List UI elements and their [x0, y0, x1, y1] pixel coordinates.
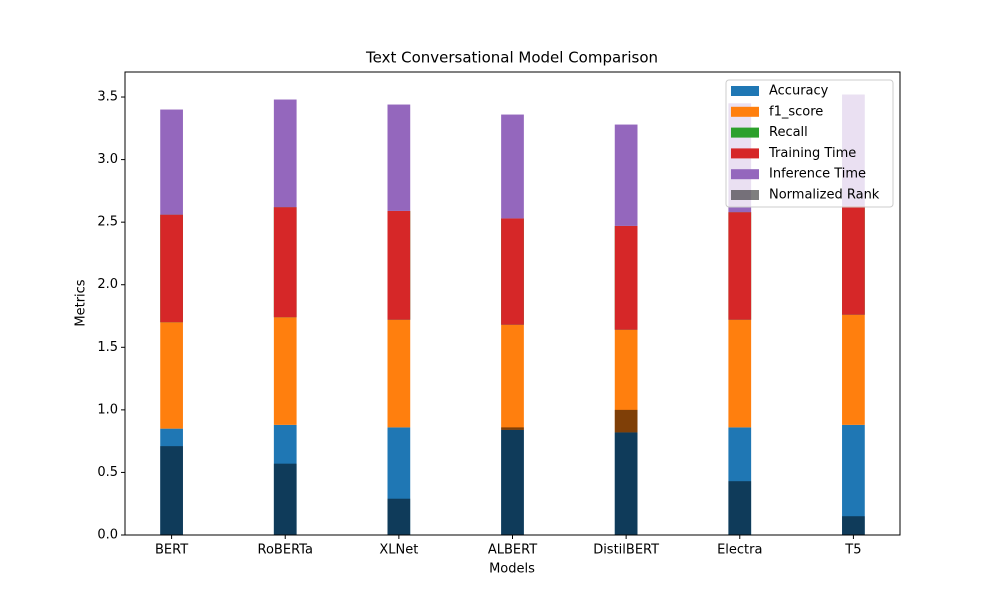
y-tick-label: 1.0 — [97, 402, 118, 417]
legend-swatch — [731, 148, 759, 159]
bar — [728, 319, 752, 428]
bar — [501, 114, 524, 219]
bar — [273, 207, 297, 318]
x-axis-label: Models — [489, 562, 535, 577]
x-tick-label: BERT — [155, 543, 188, 558]
legend-swatch — [731, 169, 759, 180]
y-tick-label: 2.5 — [97, 215, 118, 230]
bar — [842, 314, 865, 425]
y-tick-label: 3.0 — [97, 152, 118, 167]
bar — [501, 324, 524, 430]
bar — [273, 99, 297, 208]
x-tick-label: XLNet — [379, 543, 418, 558]
x-tick-label: DistilBERT — [593, 543, 659, 558]
bar — [387, 210, 411, 320]
legend-label: f1_score — [769, 104, 823, 119]
bar — [842, 205, 865, 315]
y-tick-label: 3.5 — [97, 90, 118, 105]
bar — [842, 516, 865, 535]
bar — [501, 218, 524, 325]
x-tick-label: T5 — [844, 543, 861, 558]
y-tick-label: 0.0 — [97, 528, 118, 543]
legend-swatch — [731, 86, 759, 96]
legend-swatch — [731, 190, 759, 200]
legend-label: Training Time — [768, 146, 856, 161]
bar — [273, 463, 297, 535]
x-tick-label: Electra — [717, 543, 762, 558]
y-axis-label: Metrics — [74, 279, 89, 326]
bar — [614, 329, 638, 433]
chart-title: Text Conversational Model Comparison — [365, 49, 658, 67]
legend-swatch — [731, 127, 759, 138]
legend-label: Accuracy — [769, 84, 829, 99]
y-tick-label: 2.0 — [97, 277, 118, 292]
legend-swatch — [731, 106, 759, 117]
bar — [614, 409, 638, 535]
bar — [614, 225, 638, 330]
bar — [842, 424, 865, 535]
x-tick-label: ALBERT — [488, 543, 537, 558]
y-tick-label: 0.5 — [97, 465, 118, 480]
bar — [160, 322, 183, 429]
x-tick-label: RoBERTa — [258, 543, 313, 558]
y-tick-label: 1.5 — [97, 340, 118, 355]
bar — [728, 212, 752, 320]
legend-label: Normalized Rank — [769, 188, 880, 203]
bar — [387, 319, 411, 428]
bar — [728, 481, 752, 535]
plot-frame — [124, 71, 901, 536]
bar — [160, 446, 183, 535]
legend-label: Recall — [769, 125, 808, 140]
bar — [387, 104, 411, 211]
bar — [160, 214, 183, 323]
legend-box — [725, 79, 894, 208]
legend-label: Inference Time — [769, 167, 866, 182]
bar — [614, 124, 638, 226]
bar — [160, 109, 183, 215]
bar — [501, 427, 524, 535]
bar — [387, 498, 411, 535]
bar — [273, 317, 297, 425]
